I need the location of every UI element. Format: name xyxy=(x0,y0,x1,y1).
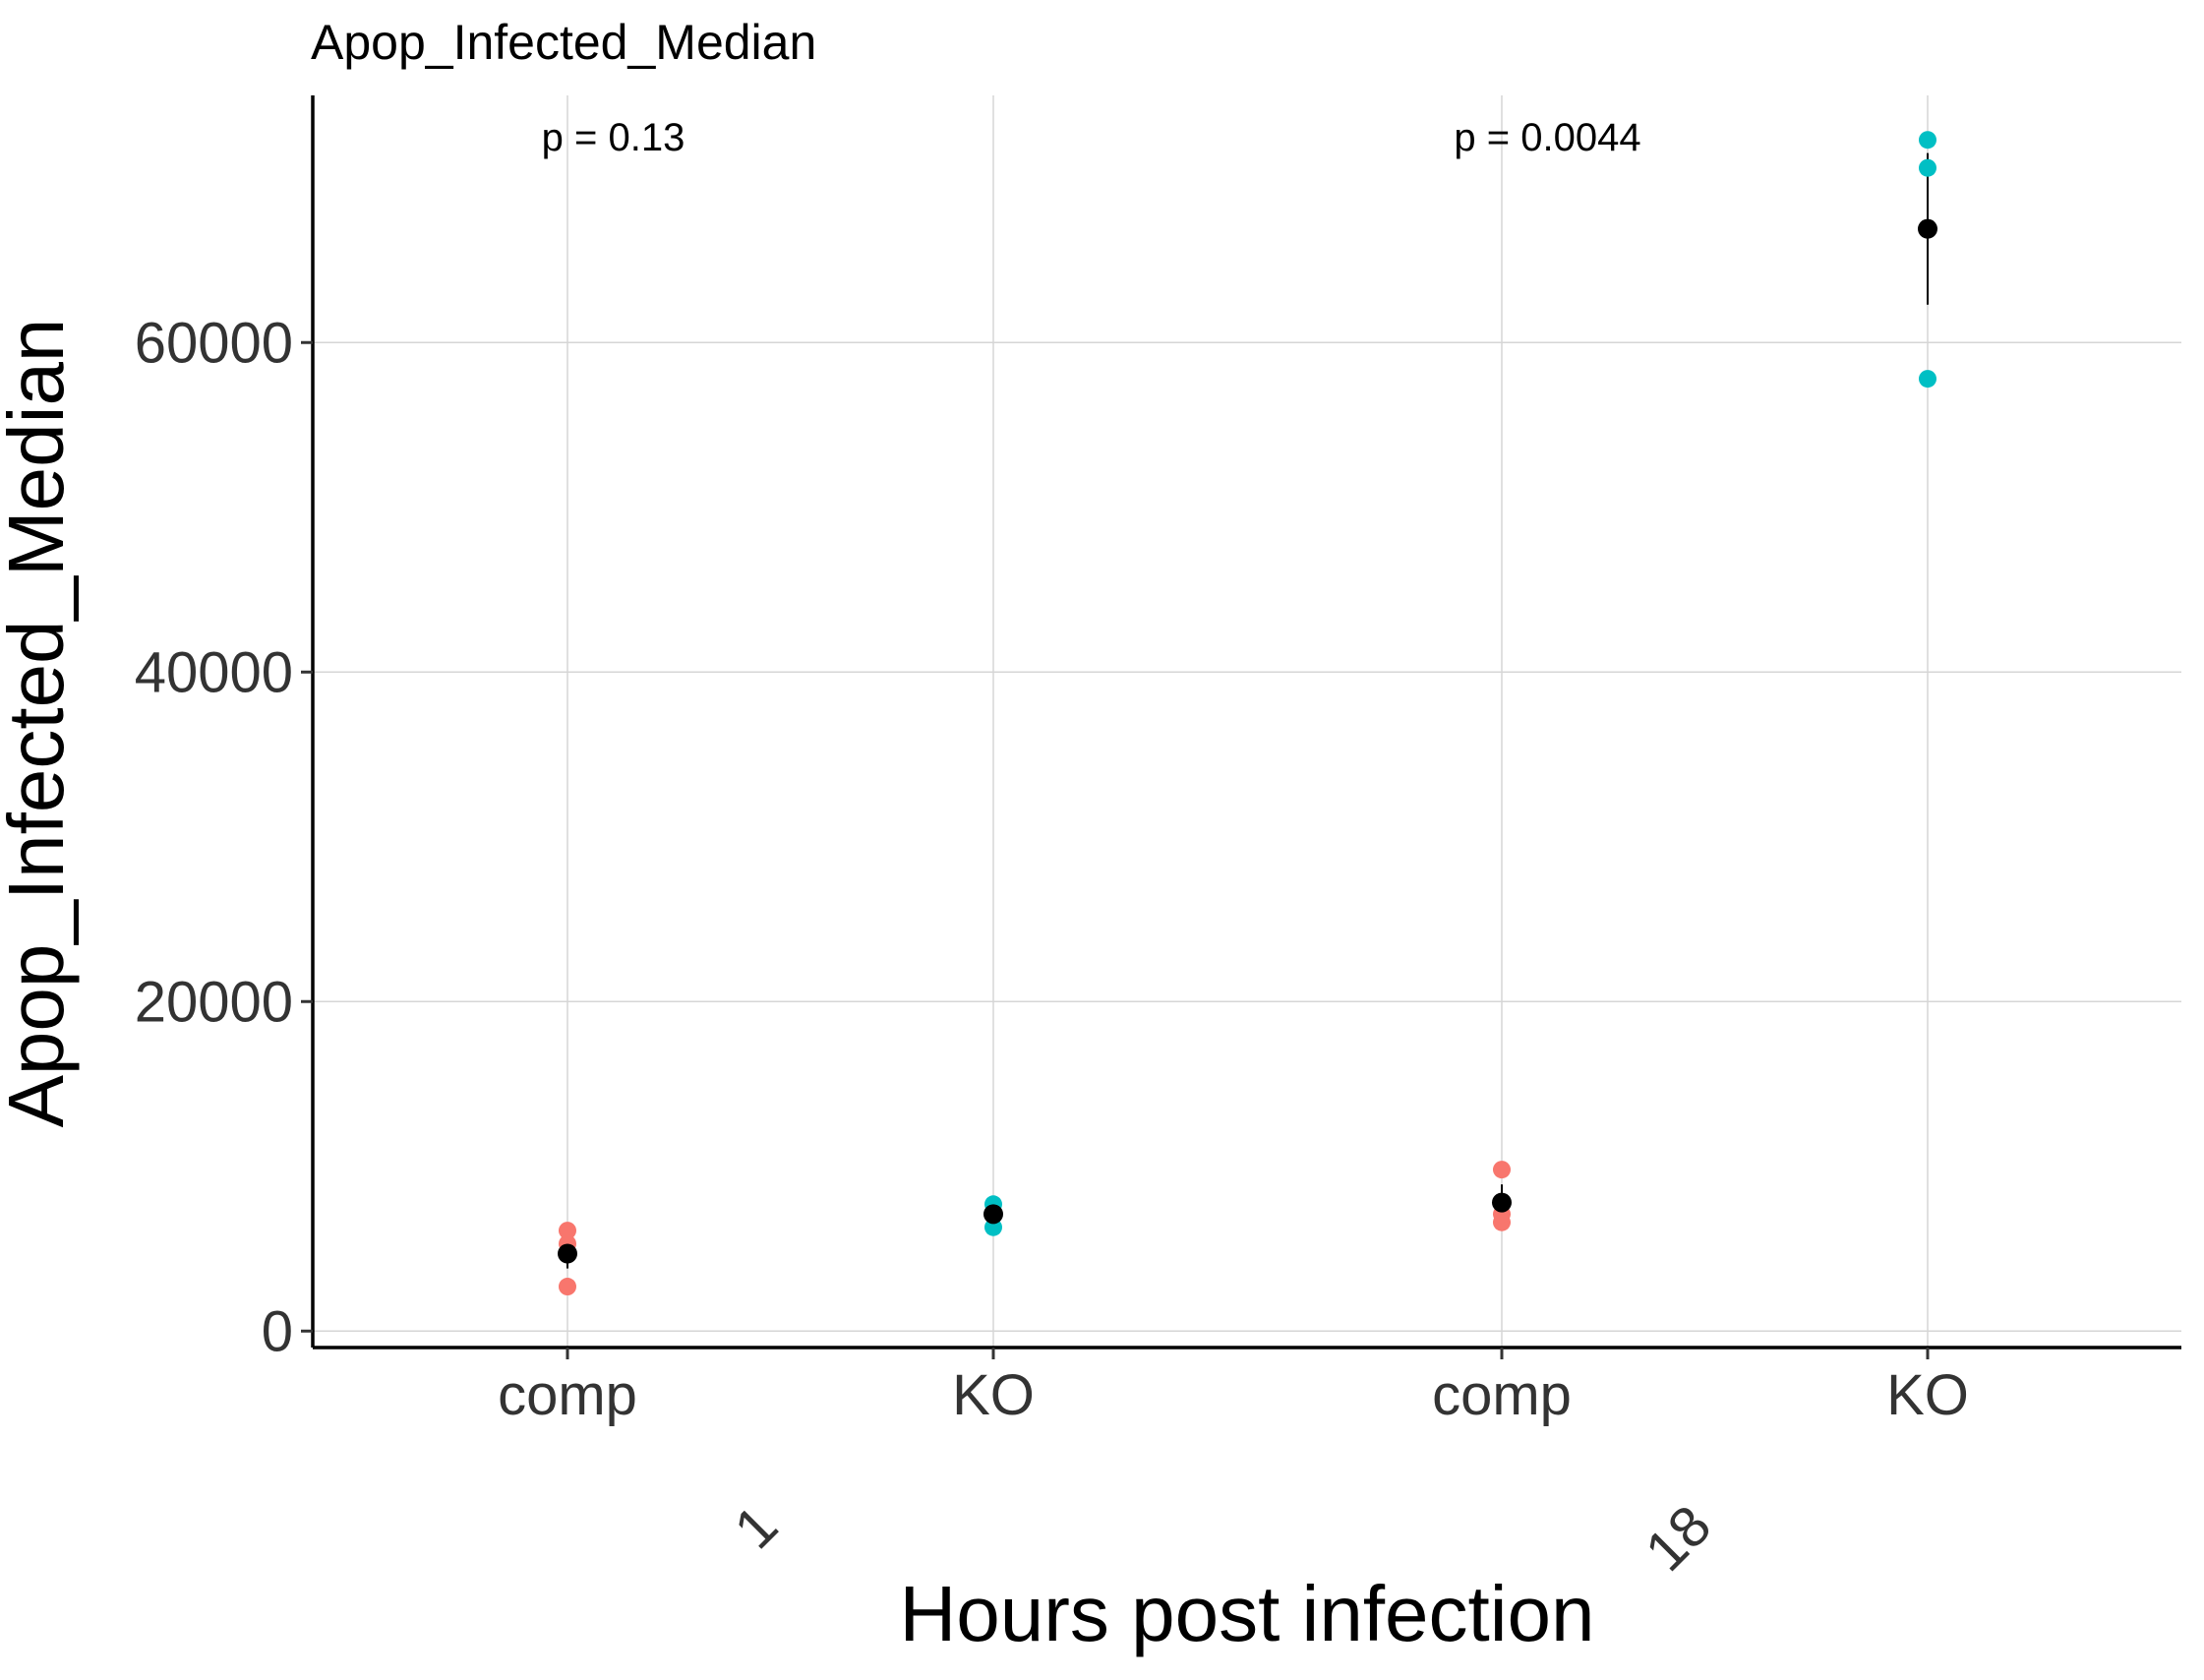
data-point xyxy=(559,1222,576,1240)
x-tick-label: comp xyxy=(498,1363,637,1427)
mean-point xyxy=(983,1204,1003,1225)
y-tick-label: 0 xyxy=(262,1299,293,1363)
data-point xyxy=(1919,158,1936,177)
x-tick-label: KO xyxy=(952,1363,1035,1427)
p-value-label: p = 0.13 xyxy=(542,116,685,159)
p-value-annotations: p = 0.13 p = 0.0044 xyxy=(542,116,1641,159)
x-axis-label: Hours post infection xyxy=(899,1570,1594,1657)
mean-points xyxy=(558,218,1937,1264)
data-point xyxy=(559,1278,576,1296)
x-tick-label: comp xyxy=(1432,1363,1572,1427)
x-tick-label: KO xyxy=(1886,1363,1969,1427)
hours-label: 18 xyxy=(1634,1493,1724,1584)
axes xyxy=(311,95,2181,1350)
p-value-label: p = 0.0044 xyxy=(1454,116,1640,159)
y-tick-label: 60000 xyxy=(135,311,293,375)
y-ticks: 0 20000 40000 60000 xyxy=(135,311,313,1363)
x-ticks: comp KO comp KO xyxy=(498,1348,1969,1427)
data-point xyxy=(1493,1161,1511,1179)
hours-label: 1 xyxy=(722,1493,790,1561)
y-tick-label: 40000 xyxy=(135,640,293,704)
data-point xyxy=(1919,370,1936,389)
mean-point xyxy=(1918,218,1937,239)
data-points xyxy=(559,131,1936,1296)
chart-title: Apop_Infected_Median xyxy=(311,15,816,70)
grid-lines xyxy=(313,95,2181,1348)
mean-point xyxy=(558,1243,577,1264)
y-tick-label: 20000 xyxy=(135,970,293,1034)
data-point xyxy=(1919,131,1936,150)
y-axis-label: Apop_Infected_Median xyxy=(0,319,80,1128)
mean-point xyxy=(1492,1192,1512,1213)
error-bars xyxy=(566,152,1929,1269)
